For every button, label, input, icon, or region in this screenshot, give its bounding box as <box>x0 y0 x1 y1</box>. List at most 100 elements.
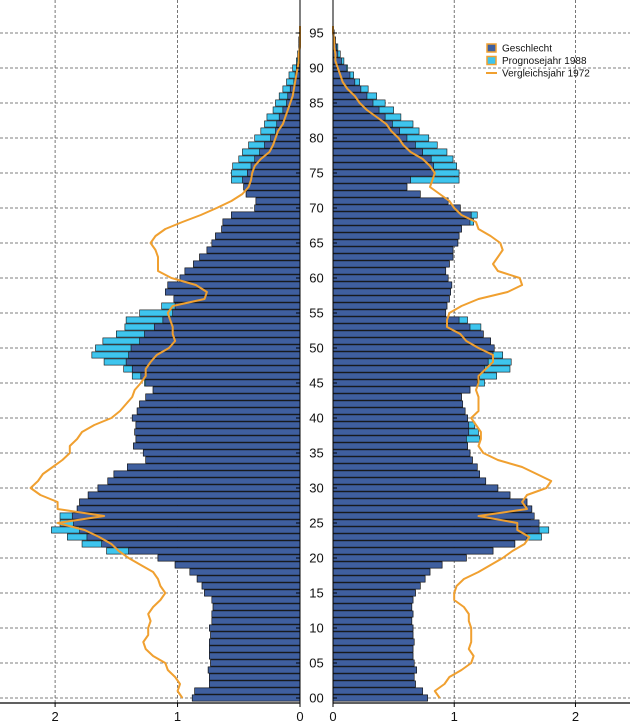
left-geschlecht-bar-age-9 <box>210 631 301 639</box>
y-tick-label: 45 <box>309 376 323 391</box>
left-geschlecht-bar-age-30 <box>97 484 301 492</box>
right-geschlecht-bar-age-32 <box>332 470 480 478</box>
left-geschlecht-bar-age-61 <box>184 267 301 275</box>
y-tick-label: 10 <box>309 621 323 636</box>
right-geschlecht-bar-age-49 <box>332 351 494 359</box>
left-geschlecht-bar-age-24 <box>79 526 301 534</box>
left-geschlecht-bar-age-26 <box>71 512 301 520</box>
legend-label: Geschlecht <box>502 44 552 55</box>
right-geschlecht-bar-age-13 <box>332 603 413 611</box>
right-geschlecht-bar-age-59 <box>332 281 453 289</box>
left-geschlecht-bar-age-73 <box>243 183 301 191</box>
left-geschlecht-bar-age-70 <box>254 204 301 212</box>
left-geschlecht-bar-age-42 <box>139 400 301 408</box>
left-geschlecht-bar-age-54 <box>162 316 301 324</box>
y-tick-label: 60 <box>309 271 323 286</box>
right-geschlecht-bar-age-34 <box>332 456 473 464</box>
right-geschlecht-bar-age-23 <box>332 533 528 541</box>
y-tick-label: 25 <box>309 516 323 531</box>
right-geschlecht-bar-age-15 <box>332 589 416 597</box>
left-geschlecht-bar-age-46 <box>140 372 301 380</box>
left-geschlecht-bar-age-38 <box>134 428 301 436</box>
left-geschlecht-bar-age-51 <box>139 337 301 345</box>
y-tick-label: 40 <box>309 411 323 426</box>
y-tick-label: 00 <box>309 691 323 706</box>
right-geschlecht-bar-age-54 <box>332 316 460 324</box>
left-geschlecht-bar-age-76 <box>250 162 301 170</box>
left-geschlecht-bar-age-60 <box>179 274 301 282</box>
right-geschlecht-bar-age-33 <box>332 463 478 471</box>
right-geschlecht-bar-age-18 <box>332 568 431 576</box>
right-geschlecht-bar-age-6 <box>332 652 414 660</box>
y-tick-label: 55 <box>309 306 323 321</box>
left-geschlecht-bar-age-19 <box>174 561 301 569</box>
x-tick-label-left: 2 <box>51 709 58 722</box>
y-tick-label: 30 <box>309 481 323 496</box>
right-geschlecht-bar-age-7 <box>332 645 414 653</box>
right-geschlecht-bar-age-36 <box>332 442 468 450</box>
right-geschlecht-bar-age-58 <box>332 288 451 296</box>
left-geschlecht-bar-age-58 <box>165 288 301 296</box>
left-geschlecht-bar-age-10 <box>209 624 301 632</box>
right-geschlecht-bar-age-21 <box>332 547 494 555</box>
left-geschlecht-bar-age-39 <box>135 421 301 429</box>
right-geschlecht-bar-age-55 <box>332 309 447 317</box>
left-geschlecht-bar-age-31 <box>107 477 301 485</box>
left-geschlecht-bar-age-11 <box>211 617 301 625</box>
right-geschlecht-bar-age-39 <box>332 421 470 429</box>
right-geschlecht-bar-age-63 <box>332 253 454 261</box>
y-tick-label: 35 <box>309 446 323 461</box>
right-geschlecht-bar-age-10 <box>332 624 414 632</box>
right-geschlecht-bar-age-44 <box>332 386 471 394</box>
right-geschlecht-bar-age-73 <box>332 183 408 191</box>
left-geschlecht-bar-age-20 <box>157 554 301 562</box>
left-geschlecht-bar-age-37 <box>135 435 301 443</box>
y-tick-label: 05 <box>309 656 323 671</box>
left-geschlecht-bar-age-62 <box>193 260 301 268</box>
right-vergleich-1972-line <box>332 26 553 699</box>
right-geschlecht-bar-age-3 <box>332 673 415 681</box>
left-geschlecht-bar-age-0 <box>191 694 301 702</box>
left-geschlecht-bar-age-67 <box>221 225 301 233</box>
legend-label: Prognosejahr 1988 <box>502 56 587 67</box>
left-geschlecht-bar-age-66 <box>215 232 301 240</box>
left-geschlecht-bar-age-23 <box>86 533 301 541</box>
right-geschlecht-bar-age-27 <box>332 505 533 513</box>
y-tick-label: 90 <box>309 61 323 76</box>
right-geschlecht-bar-age-24 <box>332 526 540 534</box>
right-geschlecht-bar-age-69 <box>332 211 472 219</box>
right-geschlecht-bar-age-57 <box>332 295 450 303</box>
left-geschlecht-bar-age-21 <box>128 547 301 555</box>
right-geschlecht-bar-age-75 <box>332 169 436 177</box>
right-geschlecht-bar-age-16 <box>332 582 421 590</box>
y-tick-label: 85 <box>309 96 323 111</box>
right-geschlecht-bar-age-76 <box>332 162 434 170</box>
right-geschlecht-bar-age-22 <box>332 540 516 548</box>
right-geschlecht-bar-age-35 <box>332 449 471 457</box>
right-geschlecht-bar-age-19 <box>332 561 443 569</box>
right-geschlecht-bar-age-41 <box>332 407 466 415</box>
y-tick-label: 75 <box>309 166 323 181</box>
right-geschlecht-bar-age-9 <box>332 631 414 639</box>
right-geschlecht-bar-age-17 <box>332 575 426 583</box>
left-geschlecht-bar-age-63 <box>199 253 301 261</box>
left-geschlecht-bar-age-34 <box>145 456 301 464</box>
right-geschlecht-bar-age-1 <box>332 687 424 695</box>
right-geschlecht-bar-age-66 <box>332 232 460 240</box>
y-tick-label: 65 <box>309 236 323 251</box>
left-geschlecht-bar-age-56 <box>174 302 301 310</box>
x-tick-label-right: 0 <box>329 709 336 722</box>
right-geschlecht-bar-age-26 <box>332 512 535 520</box>
left-geschlecht-bar-age-47 <box>131 365 301 373</box>
right-geschlecht-bar-age-8 <box>332 638 415 646</box>
left-geschlecht-bar-age-15 <box>204 589 301 597</box>
right-geschlecht-bar-age-56 <box>332 302 448 310</box>
left-geschlecht-bar-age-45 <box>145 379 301 387</box>
left-geschlecht-bar-age-64 <box>206 246 301 254</box>
left-geschlecht-bar-age-71 <box>255 197 301 205</box>
left-geschlecht-bar-age-44 <box>152 386 301 394</box>
left-geschlecht-bar-age-69 <box>231 211 301 219</box>
right-geschlecht-bar-age-4 <box>332 666 417 674</box>
left-geschlecht-bar-age-79 <box>264 141 301 149</box>
